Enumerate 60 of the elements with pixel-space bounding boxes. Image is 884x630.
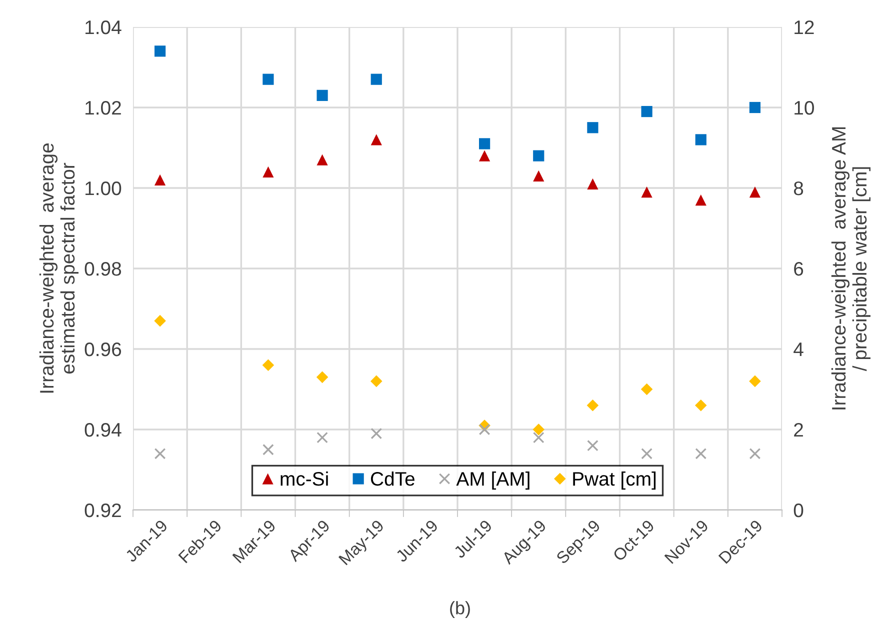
point bbox=[154, 448, 166, 460]
point bbox=[695, 134, 706, 146]
point bbox=[641, 186, 652, 198]
text: (b) bbox=[450, 601, 470, 618]
point bbox=[587, 122, 598, 134]
point bbox=[262, 444, 274, 456]
y2-tick-label: 0 bbox=[794, 503, 804, 518]
y2-tick-label: 2 bbox=[794, 422, 803, 437]
legend-label: Pwat [cm] bbox=[573, 471, 656, 490]
point bbox=[154, 174, 166, 186]
y-axis-title: Irradiance-weighted average estimated spectral factor bbox=[39, 143, 78, 393]
y-tick-label: 1.02 bbox=[86, 100, 121, 115]
point bbox=[695, 194, 706, 206]
y-tick-label: 0.92 bbox=[84, 503, 121, 518]
point bbox=[749, 186, 761, 198]
point bbox=[533, 170, 544, 182]
point bbox=[316, 90, 328, 101]
point bbox=[695, 448, 707, 460]
point bbox=[316, 432, 328, 444]
point bbox=[586, 399, 599, 412]
y-tick-label: 0.94 bbox=[84, 422, 122, 437]
point bbox=[262, 359, 274, 371]
point bbox=[641, 448, 652, 460]
point bbox=[532, 432, 544, 444]
point bbox=[370, 375, 382, 388]
legend-label: AM [AM] bbox=[456, 471, 530, 490]
point bbox=[749, 448, 761, 460]
point bbox=[641, 106, 652, 118]
legend-label: mc-Si bbox=[280, 471, 328, 486]
point bbox=[478, 424, 490, 436]
point bbox=[370, 74, 382, 85]
y2-tick-label: 4 bbox=[794, 342, 804, 356]
y2-tick-label: 8 bbox=[794, 181, 804, 196]
y2-axis-title: Irradiance-weighted average AM / precipitable water [cm] bbox=[831, 127, 870, 410]
y2-tick-label: 6 bbox=[794, 262, 804, 276]
point bbox=[532, 424, 545, 436]
point bbox=[640, 383, 653, 396]
point bbox=[316, 154, 328, 166]
y-tick-label: 1.00 bbox=[86, 181, 122, 196]
point bbox=[316, 371, 328, 384]
point bbox=[533, 150, 544, 162]
point bbox=[478, 138, 490, 150]
point bbox=[262, 166, 274, 178]
point bbox=[370, 428, 382, 440]
point bbox=[749, 375, 761, 388]
y2-tick-label: 12 bbox=[794, 20, 814, 34]
point bbox=[749, 102, 761, 114]
y-tick-label: 0.98 bbox=[84, 262, 122, 276]
point bbox=[478, 150, 490, 162]
legend-label: CdTe bbox=[370, 471, 415, 486]
point bbox=[154, 46, 166, 57]
point bbox=[262, 74, 274, 85]
y-tick-label: 0.96 bbox=[84, 342, 122, 356]
y2-tick-label: 10 bbox=[794, 100, 814, 115]
point bbox=[587, 178, 598, 190]
point bbox=[694, 399, 707, 412]
point bbox=[370, 134, 382, 146]
y-tick-label: 1.04 bbox=[86, 20, 122, 34]
point bbox=[587, 440, 598, 452]
point bbox=[154, 314, 166, 327]
